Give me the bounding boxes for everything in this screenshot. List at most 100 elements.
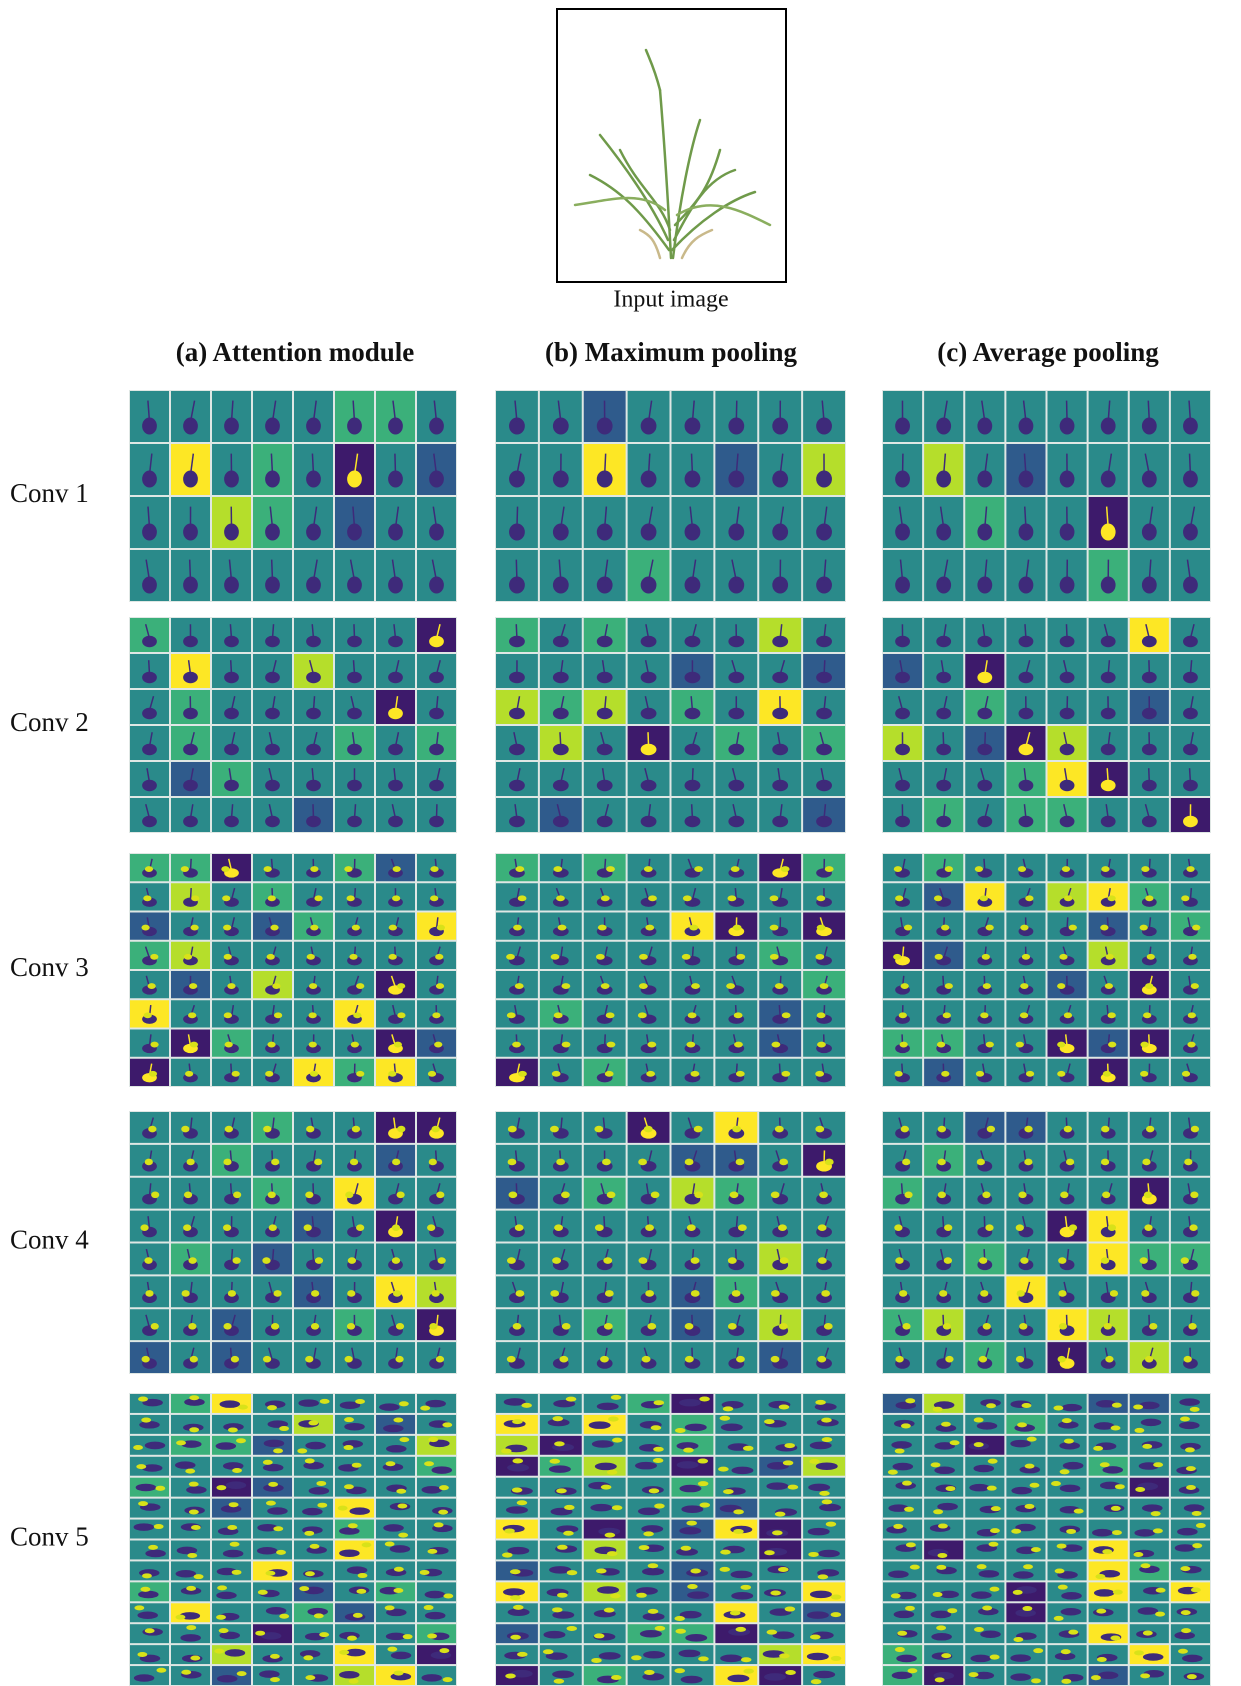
feature-highlight bbox=[685, 1159, 694, 1166]
feature-map bbox=[335, 654, 374, 688]
feature-blob bbox=[1063, 1462, 1084, 1470]
feature-map bbox=[759, 1178, 801, 1209]
feature-map bbox=[715, 1030, 757, 1057]
feature-map bbox=[417, 618, 456, 652]
feature-blob bbox=[1182, 1655, 1203, 1663]
feature-highlight bbox=[1051, 1481, 1061, 1486]
feature-highlight bbox=[550, 1290, 559, 1297]
feature-highlight bbox=[698, 1656, 709, 1661]
feature-map-grid bbox=[882, 1393, 1211, 1686]
feature-stem bbox=[1067, 917, 1068, 929]
feature-blob bbox=[339, 1527, 360, 1535]
feature-highlight bbox=[428, 1437, 438, 1442]
feature-highlight bbox=[977, 1159, 985, 1166]
feature-highlight bbox=[141, 1418, 151, 1423]
feature-map bbox=[1171, 618, 1210, 652]
feature-map bbox=[883, 391, 922, 442]
feature-highlight bbox=[554, 1679, 565, 1684]
feature-blob bbox=[979, 1570, 1000, 1578]
feature-map bbox=[335, 497, 374, 548]
feature-map bbox=[965, 1178, 1004, 1209]
feature-map bbox=[715, 1000, 757, 1027]
feature-stem bbox=[1190, 454, 1191, 475]
feature-map bbox=[130, 1603, 169, 1622]
feature-highlight bbox=[189, 1427, 199, 1432]
feature-map bbox=[335, 1666, 374, 1685]
feature-highlight bbox=[185, 1469, 195, 1474]
feature-highlight bbox=[698, 1459, 709, 1464]
feature-map bbox=[540, 444, 582, 495]
feature-map bbox=[1048, 1112, 1087, 1143]
feature-highlight bbox=[1103, 1071, 1111, 1077]
feature-highlight bbox=[189, 1509, 199, 1514]
feature-highlight bbox=[567, 1570, 578, 1575]
feature-highlight bbox=[145, 1628, 155, 1633]
feature-map bbox=[715, 618, 757, 652]
feature-map bbox=[584, 1478, 626, 1497]
feature-map bbox=[672, 1030, 714, 1057]
feature-highlight bbox=[687, 1584, 698, 1589]
feature-map bbox=[294, 1178, 333, 1209]
feature-map bbox=[759, 1342, 801, 1373]
feature-map-grid bbox=[495, 1111, 846, 1374]
feature-highlight bbox=[1060, 1192, 1068, 1199]
feature-blob bbox=[892, 1672, 913, 1680]
feature-map bbox=[924, 762, 963, 796]
feature-highlight bbox=[1108, 1224, 1116, 1231]
feature-highlight bbox=[699, 1396, 710, 1401]
feature-map bbox=[1089, 1030, 1128, 1057]
feature-highlight bbox=[397, 1126, 405, 1133]
feature-highlight bbox=[435, 954, 443, 960]
feature-map bbox=[628, 942, 670, 969]
feature-highlight bbox=[904, 1507, 914, 1512]
feature-map bbox=[1089, 1541, 1128, 1560]
feature-map bbox=[1048, 942, 1087, 969]
feature-map bbox=[1048, 618, 1087, 652]
feature-map bbox=[584, 1499, 626, 1518]
feature-highlight bbox=[304, 1531, 314, 1536]
feature-stem bbox=[272, 560, 273, 581]
feature-highlight bbox=[817, 1012, 826, 1018]
feature-highlight bbox=[902, 1481, 912, 1486]
feature-map bbox=[883, 1178, 922, 1209]
feature-map bbox=[294, 798, 333, 832]
feature-highlight bbox=[1143, 1631, 1153, 1636]
feature-map bbox=[335, 1178, 374, 1209]
feature-map bbox=[965, 1030, 1004, 1057]
feature-map bbox=[253, 1457, 292, 1476]
feature-highlight bbox=[950, 1440, 960, 1445]
feature-map bbox=[672, 1059, 714, 1086]
feature-map bbox=[540, 1541, 582, 1560]
feature-map bbox=[924, 1541, 963, 1560]
feature-map bbox=[965, 618, 1004, 652]
feature-map bbox=[1006, 798, 1045, 832]
feature-highlight bbox=[219, 1628, 229, 1633]
feature-highlight bbox=[818, 1257, 827, 1264]
feature-highlight bbox=[686, 1521, 697, 1526]
feature-map bbox=[672, 1541, 714, 1560]
feature-map bbox=[924, 1178, 963, 1209]
feature-map bbox=[1048, 1000, 1087, 1027]
feature-highlight bbox=[223, 1224, 231, 1231]
feature-map bbox=[1130, 942, 1169, 969]
feature-highlight bbox=[268, 1482, 278, 1487]
feature-highlight bbox=[947, 1608, 957, 1613]
feature-highlight bbox=[272, 983, 280, 989]
feature-map bbox=[965, 1244, 1004, 1275]
feature-map bbox=[1006, 1178, 1045, 1209]
feature-map bbox=[628, 1457, 670, 1476]
feature-stem bbox=[190, 560, 191, 581]
feature-map bbox=[803, 1520, 845, 1539]
feature-map bbox=[376, 1457, 415, 1476]
feature-map bbox=[1130, 1415, 1169, 1434]
feature-map bbox=[628, 550, 670, 601]
feature-highlight bbox=[145, 866, 153, 872]
feature-map bbox=[1048, 1415, 1087, 1434]
feature-map bbox=[924, 883, 963, 910]
feature-highlight bbox=[1024, 1126, 1032, 1133]
feature-highlight bbox=[771, 1290, 780, 1297]
feature-map bbox=[496, 883, 538, 910]
feature-map bbox=[965, 1561, 1004, 1580]
feature-map bbox=[1048, 798, 1087, 832]
feature-highlight bbox=[186, 1586, 196, 1591]
